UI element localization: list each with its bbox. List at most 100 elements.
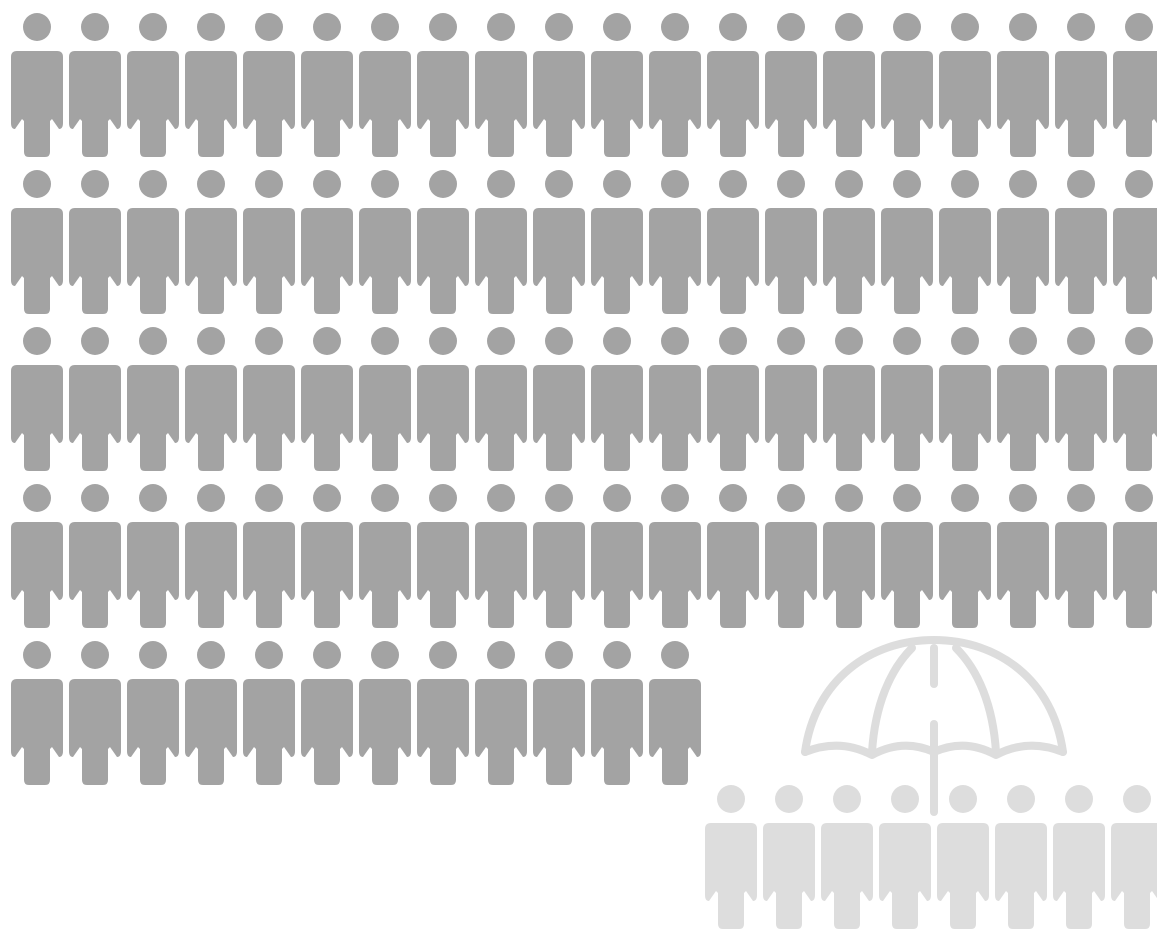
person-head	[197, 13, 225, 41]
person-icon	[185, 13, 237, 157]
person-icon	[1053, 785, 1105, 929]
person-icon	[475, 484, 527, 628]
person-head	[1125, 484, 1153, 512]
person-head	[255, 170, 283, 198]
person-head	[951, 170, 979, 198]
person-icon	[243, 484, 295, 628]
person-head	[429, 170, 457, 198]
person-icon	[997, 484, 1049, 628]
person-body	[185, 51, 237, 157]
person-body	[823, 522, 875, 628]
person-icon	[69, 13, 121, 157]
person-body	[475, 679, 527, 785]
person-head	[1009, 327, 1037, 355]
person-body	[69, 51, 121, 157]
person-body	[765, 51, 817, 157]
person-body	[765, 522, 817, 628]
umbrella-rib-right	[952, 644, 1000, 756]
person-head	[951, 13, 979, 41]
person-body	[69, 208, 121, 314]
person-icon	[823, 13, 875, 157]
person-body	[649, 365, 701, 471]
person-head	[1067, 327, 1095, 355]
person-body	[11, 679, 63, 785]
person-head	[487, 484, 515, 512]
person-icon	[533, 170, 585, 314]
person-body	[707, 365, 759, 471]
person-head	[545, 327, 573, 355]
person-body	[1055, 208, 1107, 314]
person-body	[127, 208, 179, 314]
person-icon	[649, 170, 701, 314]
umbrella-canopy	[801, 636, 1067, 756]
person-body	[1113, 208, 1157, 314]
person-head	[429, 484, 457, 512]
person-head	[949, 785, 977, 813]
person-head	[255, 327, 283, 355]
person-head	[255, 484, 283, 512]
person-icon	[823, 484, 875, 628]
person-icon	[591, 641, 643, 785]
person-body	[939, 365, 991, 471]
person-head	[1125, 327, 1153, 355]
person-head	[371, 484, 399, 512]
person-head	[891, 785, 919, 813]
person-head	[719, 170, 747, 198]
person-icon	[997, 327, 1049, 471]
person-icon	[823, 170, 875, 314]
person-body	[243, 679, 295, 785]
person-head	[719, 13, 747, 41]
person-head	[661, 484, 689, 512]
person-icon	[69, 327, 121, 471]
person-icon	[417, 13, 469, 157]
person-body	[1055, 51, 1107, 157]
person-head	[487, 170, 515, 198]
person-body	[301, 679, 353, 785]
person-body	[533, 51, 585, 157]
person-icon	[763, 785, 815, 929]
person-head	[23, 641, 51, 669]
person-icon	[881, 13, 933, 157]
person-body	[475, 51, 527, 157]
person-head	[1123, 785, 1151, 813]
person-icon	[1111, 785, 1157, 929]
person-head	[545, 641, 573, 669]
person-head	[139, 170, 167, 198]
person-icon	[359, 170, 411, 314]
person-body	[1053, 823, 1105, 929]
person-icon	[823, 327, 875, 471]
person-icon	[475, 13, 527, 157]
person-icon	[11, 641, 63, 785]
person-head	[371, 13, 399, 41]
person-icon	[591, 13, 643, 157]
person-icon	[185, 170, 237, 314]
person-icon	[997, 170, 1049, 314]
person-body	[417, 522, 469, 628]
person-icon	[185, 484, 237, 628]
person-head	[487, 13, 515, 41]
person-icon	[301, 170, 353, 314]
person-head	[719, 484, 747, 512]
person-body	[185, 679, 237, 785]
person-icon	[475, 170, 527, 314]
person-icon	[417, 327, 469, 471]
person-head	[1125, 170, 1153, 198]
person-icon	[591, 327, 643, 471]
person-icon	[939, 327, 991, 471]
person-icon	[301, 13, 353, 157]
person-head	[313, 484, 341, 512]
person-icon	[765, 13, 817, 157]
person-icon	[127, 641, 179, 785]
person-icon	[591, 484, 643, 628]
person-icon	[707, 170, 759, 314]
person-head	[951, 327, 979, 355]
person-head	[603, 327, 631, 355]
person-body	[1111, 823, 1157, 929]
person-head	[313, 641, 341, 669]
person-body	[11, 365, 63, 471]
person-head	[1009, 484, 1037, 512]
person-body	[11, 208, 63, 314]
person-head	[717, 785, 745, 813]
person-head	[197, 641, 225, 669]
person-icon	[243, 641, 295, 785]
